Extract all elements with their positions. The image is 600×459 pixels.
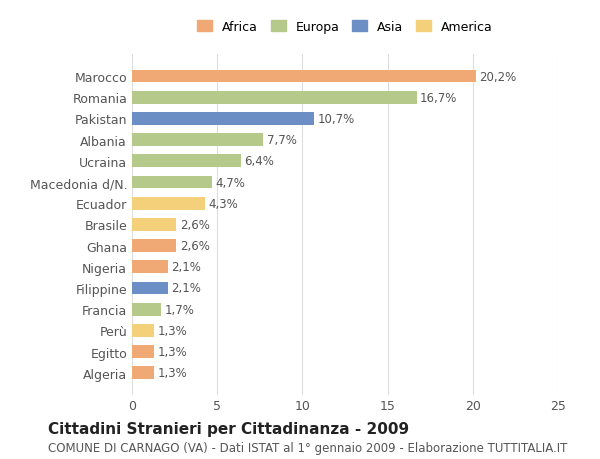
Bar bbox=[132, 240, 176, 252]
Text: 1,3%: 1,3% bbox=[158, 366, 187, 380]
Bar bbox=[132, 282, 168, 295]
Text: 4,3%: 4,3% bbox=[209, 197, 238, 210]
Bar bbox=[132, 92, 416, 104]
Text: 20,2%: 20,2% bbox=[479, 70, 517, 84]
Text: 10,7%: 10,7% bbox=[318, 112, 355, 126]
Text: Cittadini Stranieri per Cittadinanza - 2009: Cittadini Stranieri per Cittadinanza - 2… bbox=[48, 421, 409, 436]
Bar bbox=[132, 325, 154, 337]
Bar bbox=[132, 134, 263, 147]
Text: 2,1%: 2,1% bbox=[171, 282, 201, 295]
Bar bbox=[132, 176, 212, 189]
Legend: Africa, Europa, Asia, America: Africa, Europa, Asia, America bbox=[194, 17, 496, 38]
Bar bbox=[132, 197, 205, 210]
Text: 1,3%: 1,3% bbox=[158, 345, 187, 358]
Text: 1,3%: 1,3% bbox=[158, 324, 187, 337]
Text: 7,7%: 7,7% bbox=[266, 134, 296, 147]
Bar bbox=[132, 367, 154, 379]
Bar bbox=[132, 71, 476, 83]
Bar bbox=[132, 303, 161, 316]
Bar bbox=[132, 346, 154, 358]
Bar bbox=[132, 113, 314, 125]
Text: COMUNE DI CARNAGO (VA) - Dati ISTAT al 1° gennaio 2009 - Elaborazione TUTTITALIA: COMUNE DI CARNAGO (VA) - Dati ISTAT al 1… bbox=[48, 442, 568, 454]
Text: 1,7%: 1,7% bbox=[164, 303, 194, 316]
Text: 2,6%: 2,6% bbox=[180, 218, 209, 231]
Text: 2,6%: 2,6% bbox=[180, 240, 209, 252]
Text: 2,1%: 2,1% bbox=[171, 261, 201, 274]
Text: 6,4%: 6,4% bbox=[244, 155, 274, 168]
Bar bbox=[132, 261, 168, 274]
Bar bbox=[132, 218, 176, 231]
Bar bbox=[132, 155, 241, 168]
Text: 16,7%: 16,7% bbox=[420, 91, 457, 105]
Text: 4,7%: 4,7% bbox=[215, 176, 245, 189]
